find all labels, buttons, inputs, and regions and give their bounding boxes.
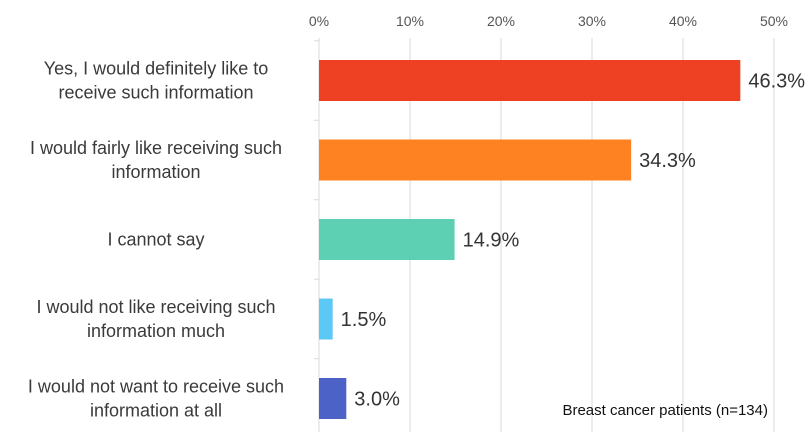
category-label-line: Yes, I would definitely like to [44, 59, 268, 79]
bars [319, 60, 741, 419]
bar [319, 378, 347, 419]
category-label-line: information at all [90, 401, 222, 421]
category-label-line: I would not want to receive such [28, 377, 284, 397]
bar [319, 219, 455, 260]
category-label: I cannot say [107, 230, 204, 250]
category-label-line: information much [87, 321, 225, 341]
x-tick-label: 50% [760, 13, 788, 29]
category-label: I would not like receiving such informati… [36, 297, 275, 341]
category-label-line: I cannot say [107, 230, 204, 250]
category-label-line: information [111, 162, 200, 182]
value-label: 34.3% [639, 150, 696, 172]
x-tick-label: 40% [669, 13, 697, 29]
x-tick-label: 20% [487, 13, 515, 29]
value-labels: 46.3% 34.3% 14.9% 1.5% 3.0% [341, 71, 806, 411]
x-tick-label: 10% [396, 13, 424, 29]
value-label: 14.9% [463, 230, 520, 252]
x-tick-label: 30% [578, 13, 606, 29]
x-axis-tick-labels: 0% 10% 20% 30% 40% 50% [309, 13, 788, 29]
x-tick-label: 0% [309, 13, 329, 29]
bar [319, 139, 632, 181]
category-label-line: I would not like receiving such [36, 297, 275, 317]
gridlines [314, 38, 775, 432]
category-label-line: I would fairly like receiving such [30, 138, 282, 158]
category-labels: Yes, I would definitely like to receive s… [28, 59, 284, 421]
category-label: I would fairly like receiving such inform… [30, 138, 282, 182]
category-label: Yes, I would definitely like to receive s… [44, 59, 268, 103]
category-label-line: receive such information [58, 83, 253, 103]
sample-annotation: Breast cancer patients (n=134) [562, 402, 768, 419]
bar [319, 60, 741, 101]
category-label: I would not want to receive such informat… [28, 377, 284, 421]
value-label: 1.5% [341, 309, 387, 331]
value-label: 3.0% [354, 389, 400, 411]
value-label: 46.3% [748, 71, 805, 93]
bar [319, 298, 333, 340]
